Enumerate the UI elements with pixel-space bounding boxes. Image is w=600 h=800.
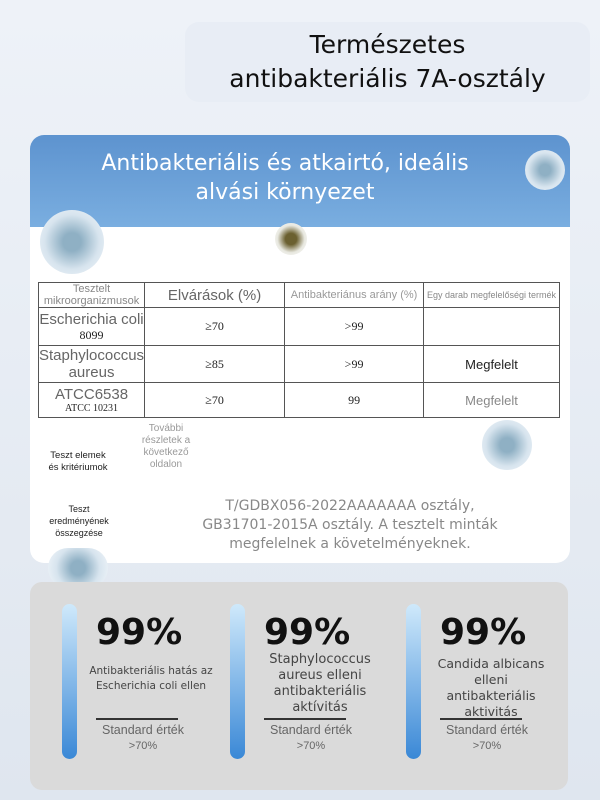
stat-percent: 99%: [96, 612, 183, 653]
threshold: >70%: [472, 740, 502, 752]
progress-bar: [62, 604, 77, 759]
strain-code: ATCC 10231: [65, 403, 119, 414]
mite-icon: [275, 223, 307, 255]
col-header-rate: Antibakteriánus arány (%): [284, 282, 425, 308]
virus-icon: [482, 420, 532, 470]
more-details-note: További részletek a következő oldalon: [141, 423, 191, 470]
table-row: ATCC6538 ATCC 10231 ≥70 99 Megfelelt: [37, 382, 560, 418]
standard-value: Standard érték >70%: [88, 722, 198, 754]
standard-summary: T/GDBX056-2022AAAAAAA osztály, GB31701-2…: [30, 497, 570, 554]
virus-icon: [48, 548, 108, 588]
side-label-criteria: Teszt elemek és kritériumok: [48, 450, 108, 473]
test-table: Tesztelt mikroorganizmusok Elvárások (%)…: [37, 282, 560, 418]
result: Megfelelt: [423, 345, 560, 383]
standard-label: Standard érték: [102, 723, 184, 737]
stat-candida: 99% Candida albicans elleni antibakteriá…: [406, 582, 576, 790]
divider: [264, 718, 346, 720]
requirement: ≥85: [144, 345, 286, 383]
col-header-requirement: Elvárások (%): [144, 282, 286, 308]
title-box: Természetes antibakteriális 7A-osztály: [185, 22, 590, 102]
rate: >99: [284, 345, 425, 383]
card-heading: Antibakteriális és atkairtó, ideális alv…: [30, 135, 570, 227]
rate: 99: [284, 382, 425, 418]
requirement: ≥70: [144, 307, 286, 346]
test-card: Antibakteriális és atkairtó, ideális alv…: [30, 135, 570, 563]
divider: [96, 718, 178, 720]
bacteria-icon: [40, 210, 104, 274]
progress-bar: [230, 604, 245, 759]
organism-cell: Escherichia coli 8099: [37, 307, 146, 346]
standard-value: Standard érték >70%: [432, 722, 542, 754]
stat-staph: 99% Staphylococcus aureus elleni antibak…: [230, 582, 400, 790]
stat-label: Antibakteriális hatás az Escherichia col…: [89, 665, 213, 692]
col-header-organism: Tesztelt mikroorganizmusok: [37, 282, 146, 308]
col-header-result: Egy darab megfelelőségi termék: [423, 282, 560, 308]
title-line-1: Természetes: [309, 30, 466, 59]
organism: ATCC6538: [54, 386, 129, 403]
result: Megfelelt: [423, 382, 560, 418]
standard-text: T/GDBX056-2022AAAAAAA osztály, GB31701-2…: [202, 498, 498, 552]
organism: Escherichia coli: [39, 310, 144, 328]
virus-icon: [525, 150, 565, 190]
standard-label: Standard érték: [446, 723, 528, 737]
threshold: >70%: [296, 740, 326, 752]
result: [423, 307, 560, 346]
standard-label: Standard érték: [270, 723, 352, 737]
title-line-2: antibakteriális 7A-osztály: [229, 64, 546, 93]
stat-percent: 99%: [264, 612, 351, 653]
stats-panel: 99% Antibakteriális hatás az Escherichia…: [30, 582, 568, 790]
threshold: >70%: [128, 740, 158, 752]
organism: Staphylococcus aureus: [37, 345, 146, 383]
progress-bar: [406, 604, 421, 759]
strain-code: 8099: [79, 327, 104, 342]
stat-label: Staphylococcus aureus elleni antibakteri…: [269, 652, 371, 715]
side-label-summary: Teszt eredményének összegzése: [49, 504, 109, 538]
table-row: Staphylococcus aureus ≥85 >99 Megfelelt: [37, 345, 560, 383]
table-row: Escherichia coli 8099 ≥70 >99: [37, 307, 560, 346]
requirement: ≥70: [144, 382, 286, 418]
stat-percent: 99%: [440, 612, 527, 653]
stat-label: Candida albicans elleni antibakteriális …: [437, 656, 545, 719]
rate: >99: [284, 307, 425, 346]
stat-ecoli: 99% Antibakteriális hatás az Escherichia…: [62, 582, 232, 790]
divider: [440, 718, 522, 720]
organism-cell: ATCC6538 ATCC 10231: [37, 382, 146, 418]
standard-value: Standard érték >70%: [256, 722, 366, 754]
